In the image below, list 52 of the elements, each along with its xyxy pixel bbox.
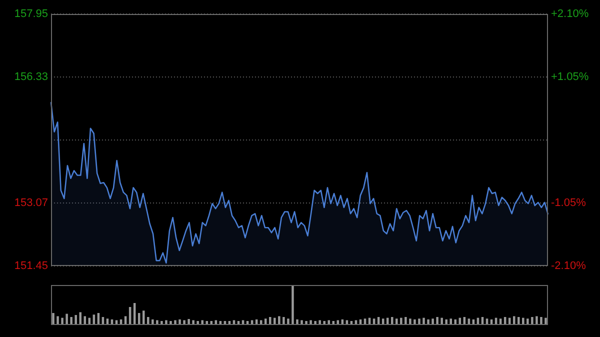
bar (274, 318, 276, 325)
y-tick-label: 151.45 (14, 260, 48, 272)
bar (292, 285, 294, 325)
bar (147, 317, 150, 325)
bar (390, 317, 394, 325)
bar (409, 318, 412, 325)
bar (440, 318, 443, 325)
bar (544, 318, 547, 325)
bar (418, 318, 420, 325)
bar (188, 319, 190, 325)
bar (518, 317, 520, 325)
y2-tick-label: +2.10% (551, 8, 589, 20)
bar (328, 320, 330, 325)
bar (79, 312, 82, 325)
y-tick-label: 153.07 (14, 197, 48, 210)
bar (142, 310, 145, 325)
bar (201, 320, 204, 325)
bar (56, 316, 59, 325)
bar (436, 317, 438, 325)
bar (183, 320, 186, 325)
bar (66, 314, 68, 325)
bar (536, 316, 538, 325)
bar (282, 317, 285, 325)
y-tick-label: 157.95 (14, 8, 48, 20)
bar (70, 317, 72, 325)
bar (165, 320, 168, 325)
y2-tick-label: +1.05% (551, 71, 589, 84)
bar (74, 315, 77, 325)
bar (318, 320, 321, 325)
bar (174, 320, 176, 325)
bar (526, 318, 529, 325)
bar (540, 317, 542, 325)
y2-tick-label: -1.05% (551, 197, 586, 210)
y2-tick-label: -2.10% (551, 260, 586, 272)
bar (432, 318, 434, 325)
bar (522, 318, 524, 325)
bar (300, 320, 303, 325)
bar (400, 318, 402, 325)
bar (192, 320, 194, 325)
y-tick-label: 156.33 (14, 70, 48, 83)
bar (404, 317, 407, 325)
bar (269, 317, 272, 325)
bar (310, 320, 312, 325)
bar (61, 318, 64, 325)
bar (531, 317, 534, 325)
bar (156, 320, 158, 325)
bar (52, 313, 54, 325)
bar (422, 318, 425, 325)
bar (450, 318, 452, 325)
bar (287, 318, 290, 325)
bar (278, 316, 280, 325)
bar (396, 318, 398, 325)
